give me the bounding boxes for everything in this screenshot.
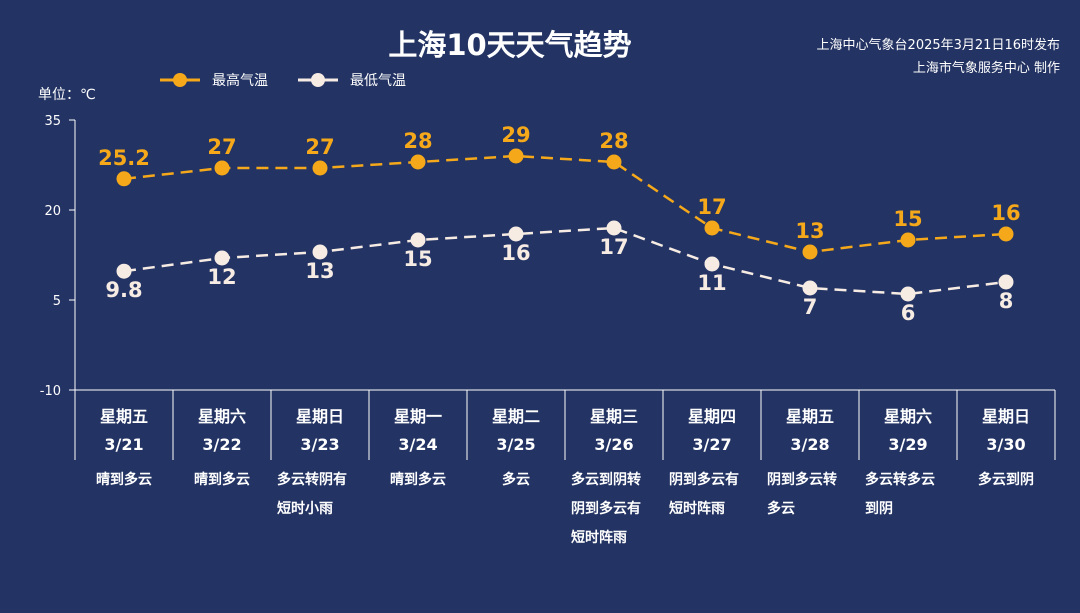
data-point-high [900, 232, 916, 248]
y-tick-label: 35 [44, 114, 61, 129]
y-tick-label: 20 [44, 204, 61, 219]
x-date-label: 3/22 [202, 435, 241, 454]
data-point-high [606, 154, 622, 170]
x-date-label: 3/25 [496, 435, 535, 454]
weather-description: 短时阵雨 [571, 529, 627, 546]
data-label-high: 13 [795, 219, 824, 243]
data-label-low: 11 [697, 271, 726, 295]
legend-item-high[interactable]: 最高气温 [160, 70, 268, 90]
x-weekday-label: 星期六 [198, 407, 246, 426]
legend-low-marker-icon [298, 73, 338, 87]
x-weekday-label: 星期一 [394, 407, 442, 426]
x-weekday-label: 星期六 [884, 407, 932, 426]
weather-description: 多云 [767, 500, 795, 517]
data-point-high [704, 220, 720, 236]
data-point-low [900, 286, 916, 302]
legend-label-low: 最低气温 [350, 73, 406, 89]
weather-description: 多云 [502, 471, 530, 488]
weather-description: 到阴 [865, 501, 893, 517]
data-point-high [998, 226, 1014, 242]
x-date-label: 3/23 [300, 435, 339, 454]
weather-description: 多云转阴有 [277, 471, 347, 488]
y-tick-label: -10 [40, 384, 61, 399]
data-label-low: 12 [207, 265, 236, 289]
data-label-low: 7 [803, 295, 818, 319]
source-line-1: 上海中心气象台2025年3月21日16时发布 [816, 38, 1060, 53]
source-info: 上海中心气象台2025年3月21日16时发布 上海市气象服务中心 制作 [817, 34, 1060, 80]
weather-description: 多云转多云 [865, 471, 935, 488]
weather-description: 多云到阴 [978, 471, 1034, 488]
data-label-high: 15 [893, 207, 922, 231]
data-label-low: 8 [999, 289, 1014, 313]
data-label-low: 16 [501, 241, 530, 265]
chart-title: 上海10天天气趋势 [388, 28, 632, 62]
weather-description: 阴到多云有 [571, 500, 641, 517]
weather-description: 短时小雨 [277, 500, 333, 517]
data-point-high [214, 160, 230, 176]
x-weekday-label: 星期五 [100, 407, 148, 426]
data-point-low [704, 256, 720, 272]
data-label-low: 13 [305, 259, 334, 283]
x-date-label: 3/29 [888, 435, 927, 454]
data-label-high: 29 [501, 123, 530, 147]
data-point-high [116, 171, 132, 187]
data-label-high: 28 [403, 129, 432, 153]
data-point-high [508, 148, 524, 164]
source-line-2: 上海市气象服务中心 制作 [912, 61, 1060, 76]
data-point-high [802, 244, 818, 260]
data-point-high [312, 160, 328, 176]
data-label-high: 27 [305, 135, 334, 159]
x-weekday-label: 星期日 [982, 407, 1030, 426]
y-axis-unit: 单位：℃ [38, 87, 96, 103]
series-line-low [123, 226, 1007, 296]
x-date-label: 3/26 [594, 435, 633, 454]
data-point-low [116, 263, 132, 279]
data-point-high [410, 154, 426, 170]
x-weekday-label: 星期五 [786, 407, 834, 426]
data-label-high: 28 [599, 129, 628, 153]
weather-description: 多云到阴转 [571, 471, 641, 488]
data-point-low [312, 244, 328, 260]
x-date-label: 3/30 [986, 435, 1025, 454]
data-point-low [214, 250, 230, 266]
data-label-high: 27 [207, 135, 236, 159]
x-weekday-label: 星期三 [590, 407, 638, 426]
weather-description: 晴到多云 [390, 471, 446, 488]
data-label-low: 9.8 [105, 278, 142, 302]
x-weekday-label: 星期二 [492, 407, 540, 426]
data-label-high: 25.2 [98, 146, 150, 170]
y-tick-label: 5 [53, 294, 61, 309]
data-point-low [410, 232, 426, 248]
data-point-low [606, 220, 622, 236]
weather-description: 短时阵雨 [669, 500, 725, 517]
legend-item-low[interactable]: 最低气温 [298, 70, 406, 90]
data-point-low [802, 280, 818, 296]
weather-description: 阴到多云转 [767, 471, 837, 488]
data-label-high: 17 [697, 195, 726, 219]
data-label-low: 6 [901, 301, 916, 325]
x-date-label: 3/27 [692, 435, 731, 454]
weather-description: 晴到多云 [194, 471, 250, 488]
data-label-low: 15 [403, 247, 432, 271]
series-line-high [123, 154, 1007, 254]
data-label-low: 17 [599, 235, 628, 259]
weather-description: 阴到多云有 [669, 471, 739, 488]
data-point-low [508, 226, 524, 242]
weather-description: 晴到多云 [96, 471, 152, 488]
data-label-high: 16 [991, 201, 1020, 225]
data-point-low [998, 274, 1014, 290]
legend-high-marker-icon [160, 73, 200, 87]
x-weekday-label: 星期日 [296, 407, 344, 426]
x-date-label: 3/28 [790, 435, 829, 454]
x-date-label: 3/24 [398, 435, 437, 454]
x-date-label: 3/21 [104, 435, 143, 454]
x-weekday-label: 星期四 [688, 407, 736, 426]
legend: 最高气温 最低气温 [160, 70, 406, 90]
legend-label-high: 最高气温 [212, 73, 268, 89]
